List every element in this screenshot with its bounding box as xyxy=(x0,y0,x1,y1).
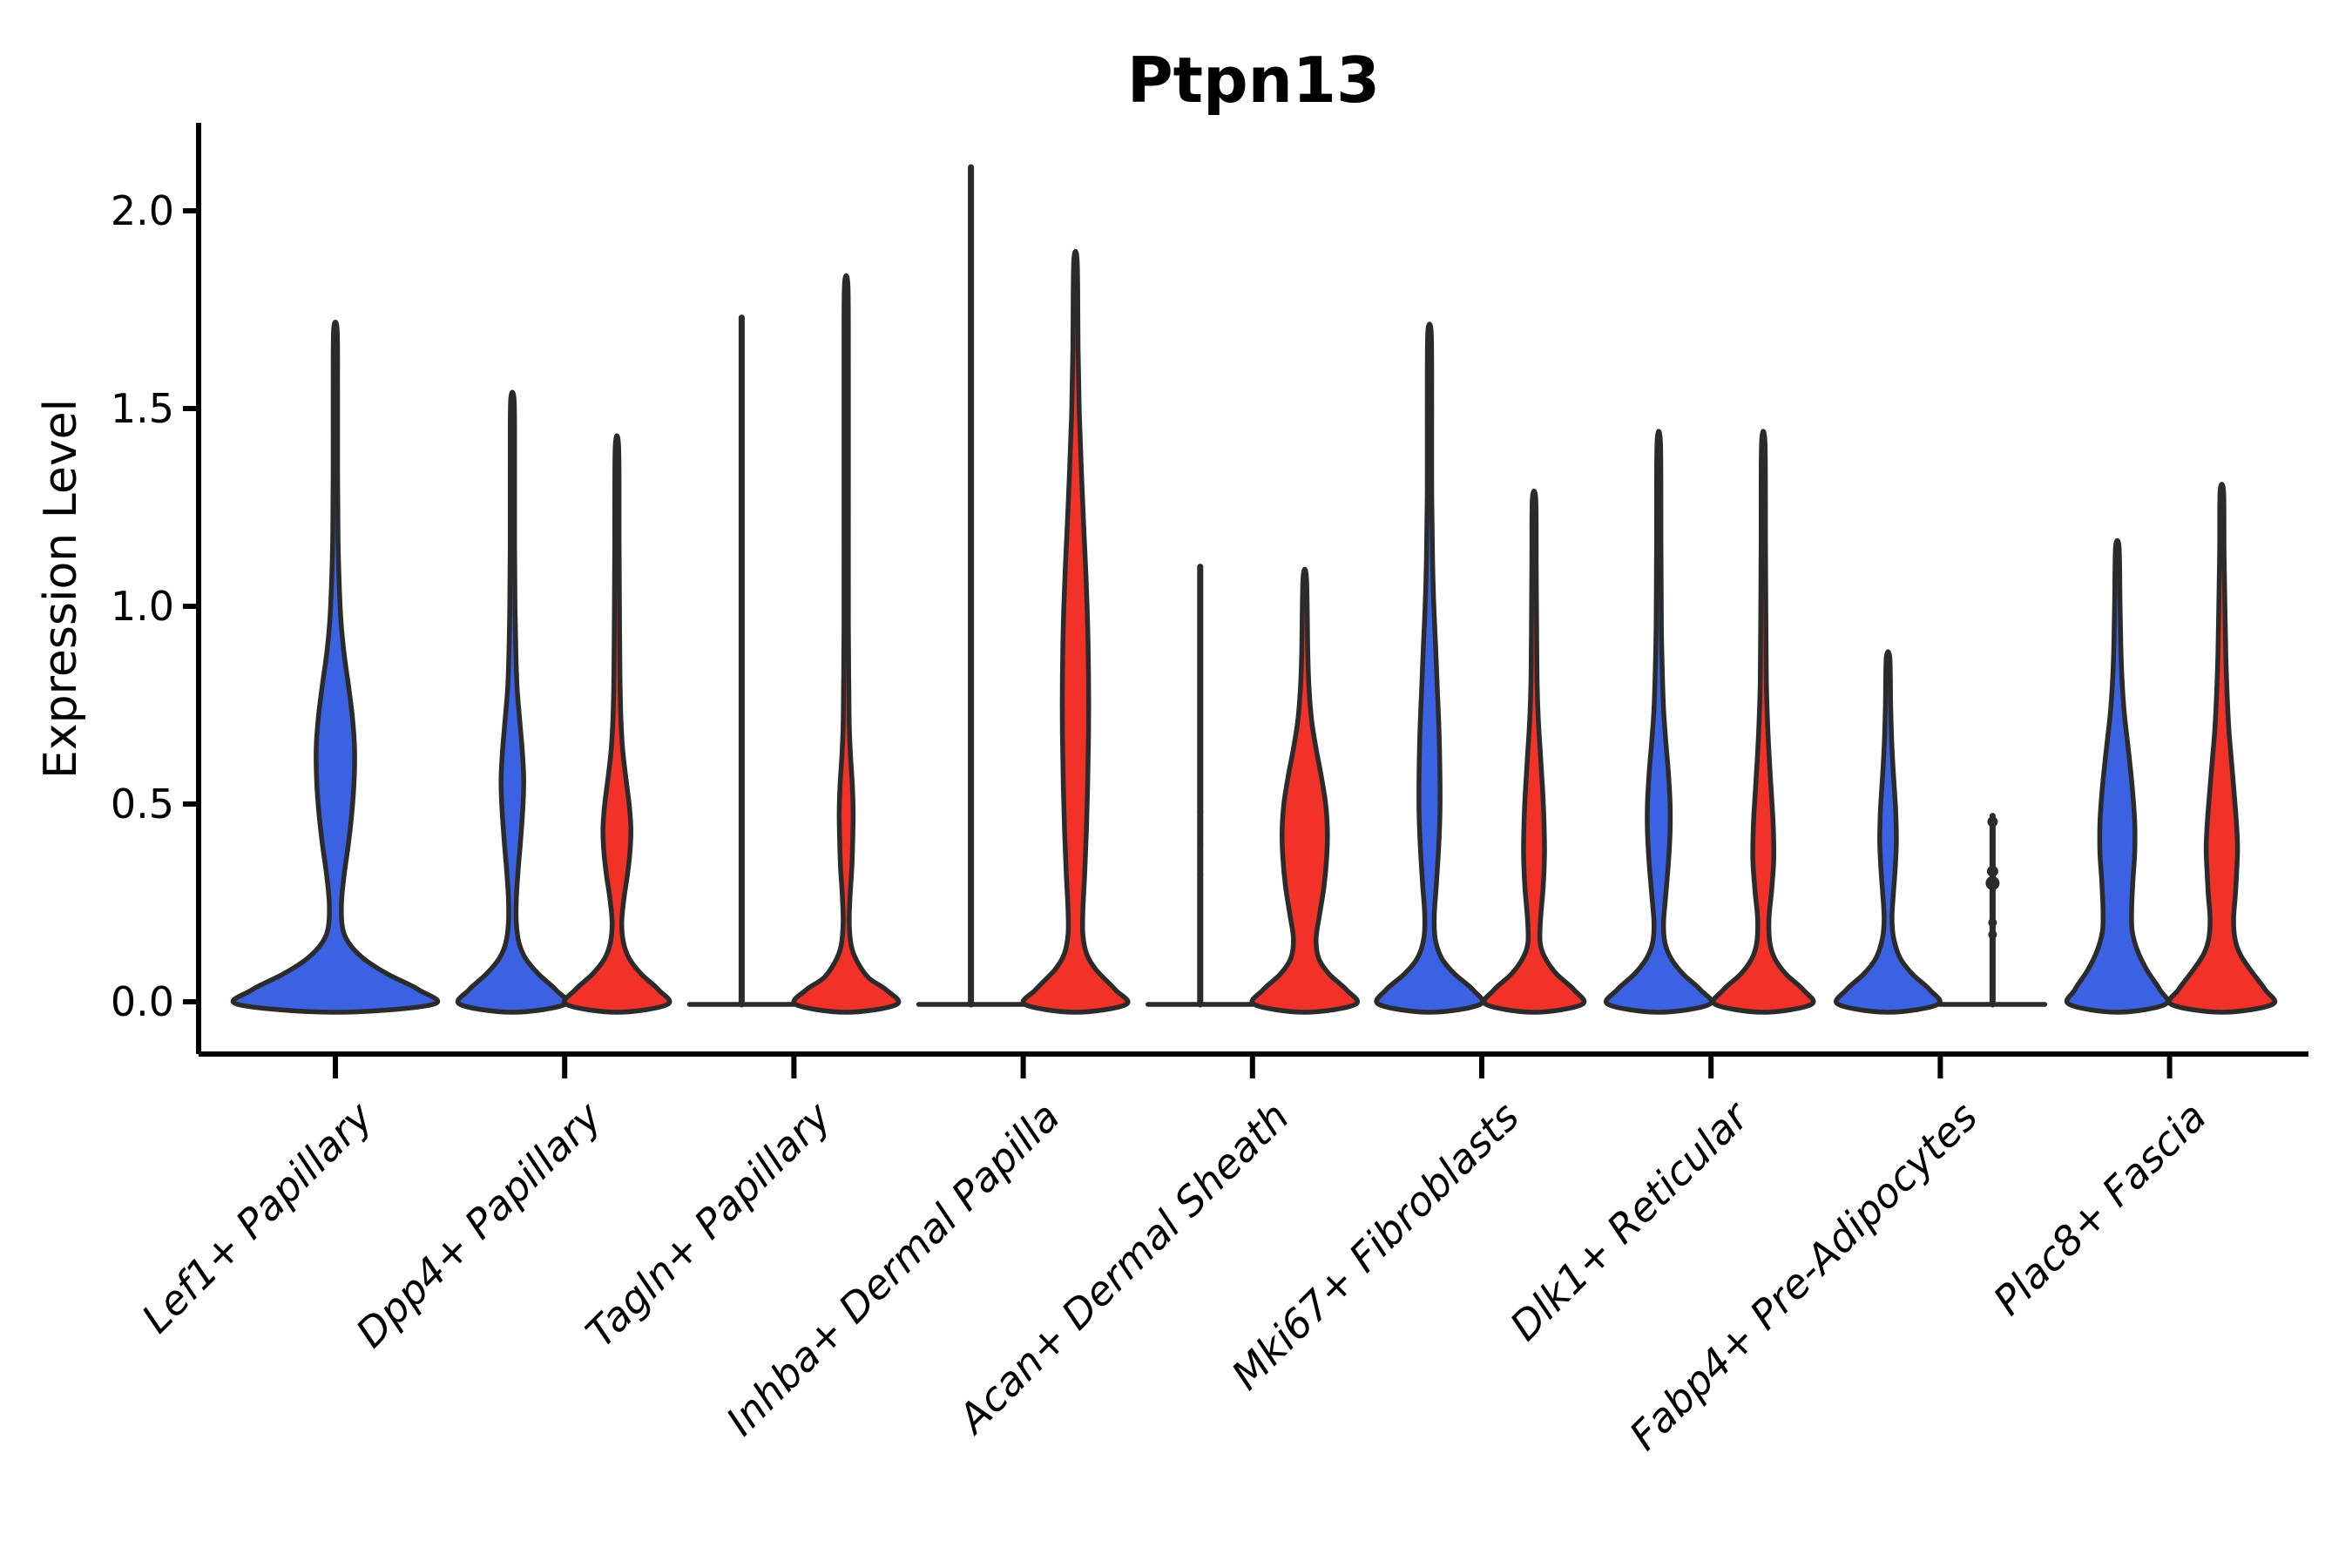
violin-knot xyxy=(1988,929,1997,939)
violin-plac8-fascia-red xyxy=(2166,482,2278,1015)
violin-acan-dermal-sheath-blue xyxy=(1146,564,1255,1008)
violin-dlk1-reticular-blue xyxy=(1604,429,1714,1015)
violin-shape xyxy=(1834,649,1943,1015)
violin-shape xyxy=(1604,429,1714,1015)
violin-shape xyxy=(1711,429,1816,1015)
violin-knot xyxy=(1985,875,2000,890)
violin-mki67-fibroblasts-red xyxy=(1481,489,1587,1015)
y-tick-label: 1.5 xyxy=(110,385,174,432)
violin-tagln-papillary-red xyxy=(791,273,902,1015)
violin-knot xyxy=(1197,840,1204,847)
violin-shape xyxy=(1374,321,1485,1015)
violin-shape xyxy=(562,433,672,1015)
violin-lef1-papillary-blue xyxy=(230,319,441,1015)
violin-shape xyxy=(1020,248,1131,1015)
violins xyxy=(230,164,2278,1015)
violin-mki67-fibroblasts-blue xyxy=(1374,321,1485,1015)
violin-tagln-papillary-blue xyxy=(686,314,797,1008)
chart-title: Ptpn13 xyxy=(1126,44,1381,117)
violin-knot xyxy=(1197,808,1204,815)
violin-knot xyxy=(1986,865,1998,877)
y-tick-label: 0.5 xyxy=(110,781,174,828)
violin-inhba-dermal-papilla-blue xyxy=(916,164,1026,1008)
y-tick-label: 2.0 xyxy=(110,187,174,234)
violin-acan-dermal-sheath-red xyxy=(1249,566,1360,1015)
violin-shape xyxy=(455,389,570,1015)
axes xyxy=(183,123,2308,1078)
violin-inhba-dermal-papilla-red xyxy=(1020,248,1131,1015)
violin-knot xyxy=(1988,918,1997,928)
violin-knot xyxy=(1197,872,1204,879)
violin-shape xyxy=(1481,489,1587,1015)
violin-knot xyxy=(1987,816,1998,828)
violin-fabp4-pre-adipocytes-blue xyxy=(1834,649,1943,1015)
violin-shape xyxy=(2166,482,2278,1015)
violin-shape xyxy=(1249,566,1360,1015)
violin-dpp4-papillary-blue xyxy=(455,389,570,1015)
y-tick-label: 0.0 xyxy=(110,978,174,1025)
violin-shape xyxy=(230,319,441,1015)
violin-shape xyxy=(791,273,902,1015)
violin-shape xyxy=(2064,537,2171,1015)
violin-dlk1-reticular-red xyxy=(1711,429,1816,1015)
violin-fabp4-pre-adipocytes-red xyxy=(1937,813,2048,1008)
y-tick-label: 1.0 xyxy=(110,583,174,630)
violin-plac8-fascia-blue xyxy=(2064,537,2171,1015)
violin-dpp4-papillary-red xyxy=(562,433,672,1015)
